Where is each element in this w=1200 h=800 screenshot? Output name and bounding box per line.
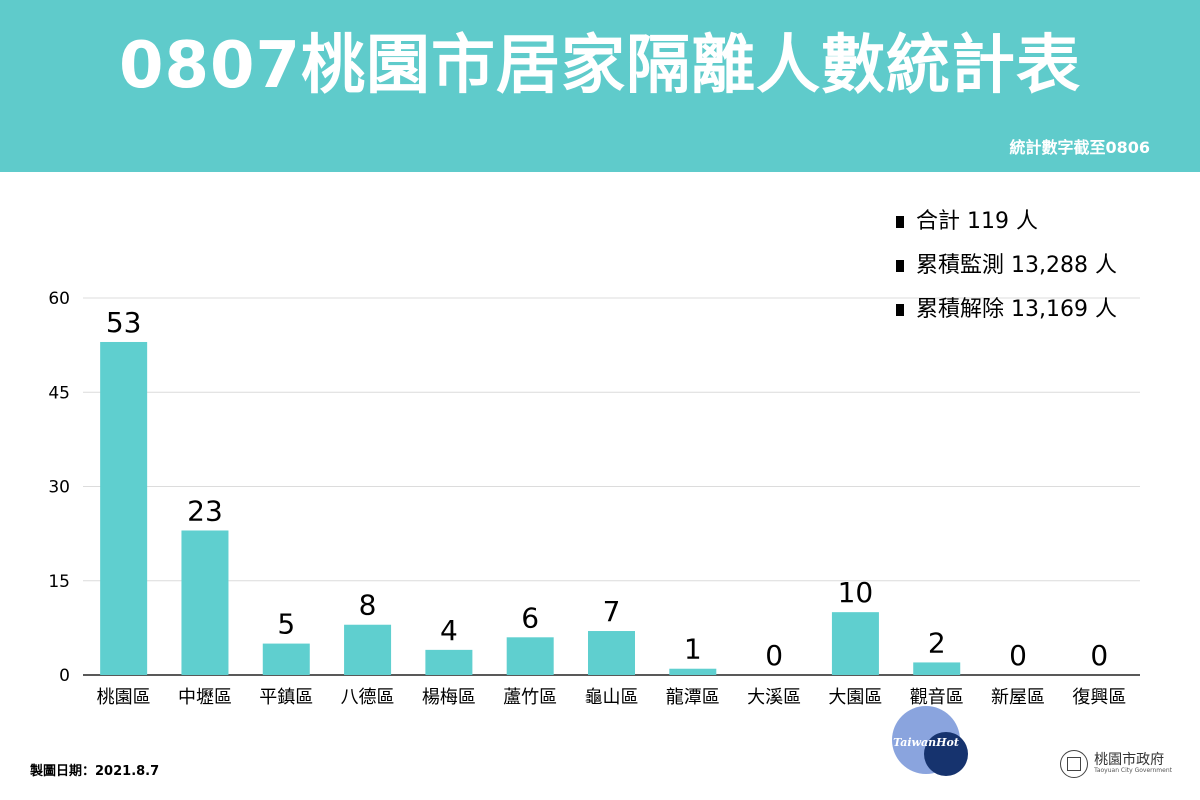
- stat-total: 合計 119 人: [896, 200, 1117, 244]
- bullet-icon: [896, 304, 904, 316]
- stats-summary: 合計 119 人 累積監測 13,288 人 累積解除 13,169 人: [896, 200, 1117, 332]
- stat-monitored: 累積監測 13,288 人: [896, 244, 1117, 288]
- chart-date-label: 製圖日期：: [30, 764, 96, 779]
- data-label: 1: [684, 633, 702, 666]
- bar: [425, 649, 473, 675]
- data-label: 23: [187, 494, 223, 527]
- data-label: 7: [603, 595, 621, 628]
- bar: [669, 668, 717, 675]
- svg-text:TaiwanHot: TaiwanHot: [893, 736, 959, 749]
- y-tick-label: 60: [48, 289, 70, 309]
- x-tick-label: 龍潭區: [666, 687, 720, 708]
- logo-zh-text: 桃園市政府: [1094, 752, 1165, 768]
- x-tick-label: 楊梅區: [422, 687, 476, 708]
- x-tick-label: 中壢區: [178, 687, 232, 708]
- x-tick-label: 桃園區: [97, 687, 151, 708]
- logo-en-text: Taoyuan City Government: [1094, 767, 1172, 775]
- bullet-icon: [896, 216, 904, 228]
- x-tick-label: 平鎮區: [259, 687, 313, 708]
- city-seal-icon: [1060, 750, 1089, 778]
- chart-date: 製圖日期：2021.8.7: [30, 760, 159, 779]
- stat-released: 累積解除 13,169 人: [896, 288, 1117, 332]
- data-label: 8: [359, 589, 377, 622]
- stat-monitored-label: 累積監測 13,288 人: [916, 253, 1117, 278]
- x-tick-label: 觀音區: [910, 687, 964, 708]
- bar: [506, 637, 554, 675]
- y-tick-label: 30: [48, 478, 70, 498]
- x-tick-label: 新屋區: [991, 687, 1045, 708]
- stat-released-label: 累積解除 13,169 人: [916, 297, 1117, 322]
- bar: [913, 662, 961, 675]
- bar: [344, 624, 392, 675]
- x-tick-label: 大溪區: [747, 687, 801, 708]
- bar: [181, 530, 229, 675]
- y-tick-label: 0: [59, 666, 70, 686]
- data-label: 10: [838, 576, 874, 609]
- data-label: 5: [277, 608, 295, 641]
- data-label: 53: [106, 306, 142, 339]
- y-tick-label: 45: [48, 383, 70, 403]
- data-label: 0: [1009, 639, 1027, 672]
- bar: [588, 631, 635, 675]
- x-tick-label: 大園區: [828, 687, 882, 708]
- y-tick-label: 15: [48, 572, 70, 592]
- x-tick-label: 八德區: [341, 687, 395, 708]
- bar: [262, 643, 310, 675]
- data-label: 0: [1090, 639, 1108, 672]
- data-label: 0: [765, 639, 783, 672]
- data-label: 4: [440, 614, 458, 647]
- x-tick-label: 復興區: [1072, 687, 1126, 708]
- x-tick-label: 龜山區: [585, 687, 639, 708]
- x-tick-label: 蘆竹區: [503, 687, 557, 708]
- page-subtitle: 統計數字截至0806: [1009, 138, 1150, 157]
- data-label: 2: [928, 626, 946, 659]
- data-label: 6: [521, 601, 539, 634]
- taoyuan-government-logo: 桃園市政府 Taoyuan City Government: [1060, 750, 1172, 778]
- taiwanhot-watermark-logo: TaiwanHot: [892, 706, 968, 776]
- header-banner: 0807桃園市居家隔離人數統計表 統計數字截至0806: [0, 0, 1200, 172]
- page-title: 0807桃園市居家隔離人數統計表: [118, 29, 1082, 103]
- bar: [831, 612, 879, 675]
- bullet-icon: [896, 260, 904, 272]
- bar: [100, 341, 148, 675]
- stat-total-label: 合計 119 人: [916, 209, 1038, 234]
- chart-date-value: 2021.8.7: [95, 764, 160, 779]
